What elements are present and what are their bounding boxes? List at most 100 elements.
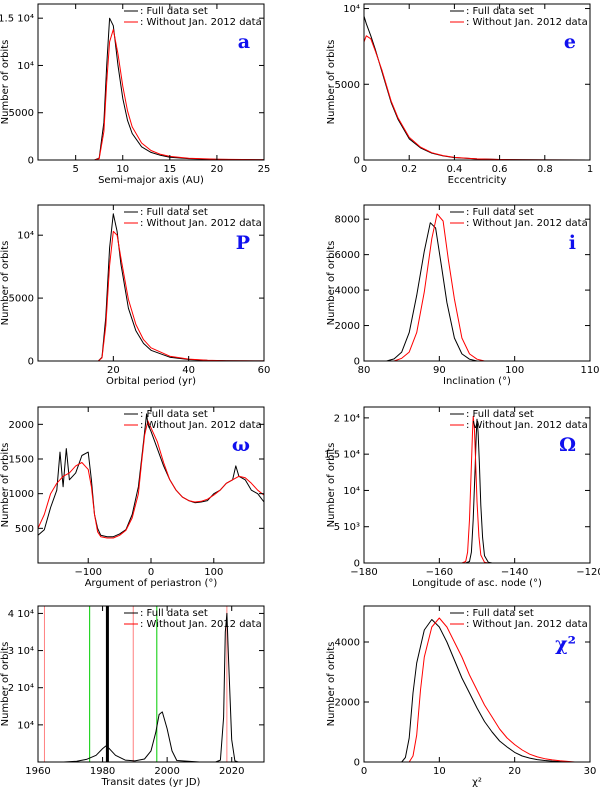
y-axis-label: Number of orbits [0, 40, 11, 125]
plot-frame [363, 3, 591, 161]
y-tick-label: 0 [354, 559, 360, 570]
y-axis-label: Number of orbits [326, 40, 337, 125]
y-tick-label: 0 [28, 357, 34, 368]
x-tick-label: 25 [258, 164, 271, 175]
y-tick-label: 0 [354, 156, 360, 167]
series-line-without-jan-2012 [393, 213, 485, 362]
series-line-without-jan-2012 [461, 415, 489, 564]
series-line-without-jan-2012 [94, 29, 265, 161]
x-tick-label: 0.2 [401, 164, 417, 175]
x-tick-label: 5 [72, 164, 78, 175]
y-tick-label: 3 10⁴ [8, 646, 34, 657]
x-tick-label: 60 [258, 365, 271, 376]
y-tick-label: 6000 [335, 250, 360, 261]
x-tick-label: −100 [74, 567, 101, 578]
series-line-full-data [94, 17, 265, 161]
x-tick-label: 10 [116, 164, 129, 175]
x-axis-label: Semi-major axis (AU) [98, 175, 204, 186]
series-line-full-data [401, 619, 568, 763]
x-tick-label: 2020 [219, 766, 244, 777]
panel-tag: ω [232, 434, 250, 456]
legend-label-without-jan: : Without Jan. 2012 data [140, 619, 262, 630]
x-tick-label: 20 [508, 766, 521, 777]
x-axis-label: Orbital period (yr) [106, 376, 196, 387]
x-tick-label: 20 [107, 365, 120, 376]
series-line-full-data [386, 222, 478, 362]
panel-tag: Ω [559, 434, 576, 456]
legend-label-without-jan: : Without Jan. 2012 data [140, 17, 262, 28]
x-tick-label: 0.8 [537, 164, 553, 175]
legend-label-full: : Full data set [140, 608, 208, 619]
x-tick-label: −160 [426, 567, 453, 578]
series-line-without-jan-2012 [37, 420, 265, 539]
plot-frame [37, 605, 265, 763]
y-axis-label: Number of orbits [326, 241, 337, 326]
legend-label-without-jan: : Without Jan. 2012 data [140, 420, 262, 431]
y-tick-label: 0 [28, 156, 34, 167]
x-axis-label: Transit dates (yr JD) [101, 777, 201, 787]
y-tick-label: 1.5 10⁴ [324, 450, 360, 461]
plot-frame [37, 3, 265, 161]
series-line-full-data [63, 612, 239, 763]
x-tick-label: 90 [433, 365, 446, 376]
y-tick-label: 5000 [9, 108, 34, 119]
y-tick-label: 2 10⁴ [8, 683, 34, 694]
x-axis-label: Eccentricity [448, 175, 507, 186]
y-tick-label: 4000 [335, 638, 360, 649]
x-tick-label: 100 [204, 567, 223, 578]
x-tick-label: 2000 [154, 766, 179, 777]
panel-tag: i [569, 232, 576, 254]
x-axis-label: Inclination (°) [443, 376, 511, 387]
panel-tag: χ² [555, 633, 576, 655]
series-line-without-jan-2012 [363, 35, 591, 161]
y-tick-label: 10⁴ [343, 4, 360, 15]
panel-tag: a [238, 31, 250, 53]
legend-label-full: : Full data set [140, 409, 208, 420]
y-tick-label: 5 10³ [334, 522, 360, 533]
x-axis-label: Argument of periastron (°) [85, 578, 218, 589]
legend-label-without-jan: : Without Jan. 2012 data [466, 17, 588, 28]
legend-label-full: : Full data set [466, 207, 534, 218]
x-tick-label: 15 [163, 164, 176, 175]
x-tick-label: 40 [182, 365, 195, 376]
panel-transit-dates: 1960 1980 2000 2020 10⁴ 2 10⁴ 3 10⁴ 4 10⁴ Transi… [0, 605, 265, 787]
y-tick-label: 0 [354, 357, 360, 368]
y-tick-label: 8000 [335, 215, 360, 226]
y-tick-label: 10⁴ [17, 231, 34, 242]
legend-label-without-jan: : Without Jan. 2012 data [140, 218, 262, 229]
x-tick-label: 110 [580, 365, 599, 376]
x-tick-label: 0 [361, 766, 367, 777]
x-tick-label: 1 [587, 164, 593, 175]
y-tick-label: 2000 [335, 321, 360, 332]
plot-frame [363, 204, 591, 362]
y-axis-label: Number of orbits [326, 443, 337, 528]
legend-label-full: : Full data set [466, 6, 534, 17]
legend-label-without-jan: : Without Jan. 2012 data [466, 218, 588, 229]
panel-orbital-period: 20 40 60 0 5000 10⁴ Orbital period (yr) Number … [0, 204, 271, 387]
y-axis-label: Number of orbits [0, 642, 11, 727]
x-tick-label: 1960 [25, 766, 50, 777]
plot-frame [363, 406, 591, 564]
y-tick-label: 2000 [9, 420, 34, 431]
x-tick-label: 0.6 [492, 164, 508, 175]
x-tick-label: −140 [501, 567, 528, 578]
y-tick-label: 500 [15, 524, 34, 535]
series-line-full-data [363, 15, 591, 161]
y-tick-label: 1000 [9, 489, 34, 500]
y-tick-label: 4000 [335, 286, 360, 297]
x-tick-label: −180 [350, 567, 377, 578]
y-axis-label: Number of orbits [0, 443, 11, 528]
x-tick-label: 0 [148, 567, 154, 578]
plot-frame [363, 605, 591, 763]
x-tick-label: 0 [361, 164, 367, 175]
y-axis-label: Number of orbits [0, 241, 11, 326]
series-line-full-data [465, 418, 493, 564]
plot-frame [37, 204, 265, 362]
panel-longitude-asc-node: −180 −160 −140 −120 0 5 10³ 10⁴ 1.5 10⁴ 2 10⁴ Lon… [324, 406, 600, 589]
panel-inclination: 80 90 100 110 0 2000 4000 6000 8000 Inclination (… [326, 204, 600, 387]
y-tick-label: 1.5 10⁴ [0, 14, 34, 25]
x-axis-label: χ² [472, 777, 482, 787]
legend-label-without-jan: : Without Jan. 2012 data [466, 420, 588, 431]
y-tick-label: 2 10⁴ [334, 413, 360, 424]
x-tick-label: 30 [584, 766, 597, 777]
